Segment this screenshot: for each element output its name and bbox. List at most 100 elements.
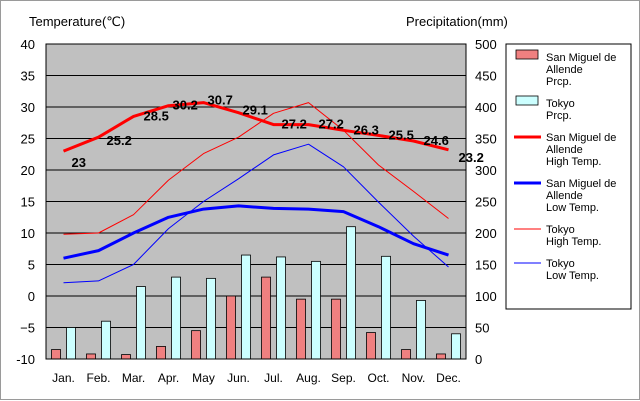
bar-san-miguel-prcp: [51, 349, 61, 360]
data-label: 30.2: [173, 98, 198, 113]
left-tick-label: −5: [20, 321, 35, 336]
legend-swatch: [515, 95, 539, 106]
data-label: 25.2: [107, 133, 132, 148]
plot-border: [45, 43, 467, 360]
x-tick-label: Mar.: [122, 371, 145, 385]
bar-san-miguel-prcp: [331, 298, 341, 360]
legend-label: San Miguel de: [546, 52, 616, 64]
right-tick-label: 400: [475, 100, 497, 115]
right-tick-label: 250: [475, 195, 497, 210]
bar-tokyo-prcp: [171, 276, 181, 360]
bar-san-miguel-prcp: [86, 353, 96, 360]
bar-tokyo-prcp: [241, 254, 251, 360]
x-tick-label: Oct.: [367, 371, 389, 385]
legend-label: Tokyo: [546, 224, 575, 236]
legend-label: Low Temp.: [546, 202, 599, 214]
legend-label: Low Temp.: [546, 270, 599, 282]
left-tick-label: 5: [28, 258, 35, 273]
left-tick-label: 40: [21, 37, 35, 52]
series-line-tokyo-low-temp: [63, 143, 449, 284]
bar-tokyo-prcp: [101, 320, 111, 360]
x-tick-label: Apr.: [158, 371, 179, 385]
legend-label: Prcp.: [546, 76, 572, 88]
right-tick-label: 50: [475, 321, 489, 336]
left-axis-title: Temperature(℃): [29, 14, 125, 29]
bar-tokyo-prcp: [136, 286, 146, 360]
legend-label: San Miguel de: [546, 132, 616, 144]
legend-swatch: [515, 49, 539, 60]
bar-tokyo-prcp: [346, 226, 356, 360]
left-axis-ticks: -10 −5 0 5 10 15 20 25 30 35 40: [16, 37, 35, 367]
legend-label: Tokyo: [546, 98, 575, 110]
bar-san-miguel-prcp: [366, 332, 376, 360]
data-label: 23.2: [459, 150, 484, 165]
right-tick-label: 200: [475, 226, 497, 241]
left-tick-label: 10: [21, 226, 35, 241]
x-tick-label: Aug.: [296, 371, 321, 385]
legend-label: San Miguel de: [546, 178, 616, 190]
bar-tokyo-prcp: [66, 327, 76, 360]
x-tick-label: Jun.: [227, 371, 250, 385]
bar-san-miguel-prcp: [226, 295, 236, 360]
bar-tokyo-prcp: [416, 300, 426, 360]
bar-san-miguel-prcp: [156, 345, 166, 360]
right-tick-label: 300: [475, 163, 497, 178]
series-line-tokyo-high-temp: [63, 102, 449, 235]
right-tick-label: 450: [475, 69, 497, 84]
data-label: 28.5: [144, 108, 169, 123]
series-line-san-miguel-de-allende-low-temp: [63, 204, 449, 260]
bar-san-miguel-prcp: [261, 276, 271, 360]
right-tick-label: 150: [475, 258, 497, 273]
temperature-lines: [62, 101, 449, 284]
legend-label: High Temp.: [546, 156, 601, 168]
left-tick-label: 25: [21, 132, 35, 147]
series-line-san-miguel-de-allende-high-temp: [62, 101, 449, 153]
data-label: 27.2: [319, 117, 344, 132]
right-tick-label: 350: [475, 132, 497, 147]
legend-label: Tokyo: [546, 258, 575, 270]
right-axis-ticks: 0 50 100 150 200 250 300 350 400 450 500: [475, 37, 497, 367]
data-label: 25.5: [389, 127, 414, 142]
legend-box: [505, 43, 632, 310]
bar-tokyo-prcp: [381, 255, 391, 360]
x-tick-label: Nov.: [402, 371, 426, 385]
data-label: 27.2: [282, 117, 307, 132]
x-tick-label: Sep.: [331, 371, 356, 385]
x-axis-ticks: Jan. Feb. Mar. Apr. May Jun. Jul. Aug. Sep. Oct. N…: [52, 371, 461, 385]
left-tick-label: 30: [21, 100, 35, 115]
left-tick-label: 15: [21, 195, 35, 210]
right-tick-label: 100: [475, 289, 497, 304]
data-label: 30.7: [208, 93, 233, 108]
left-tick-label: -10: [16, 352, 35, 367]
right-tick-label: 0: [475, 352, 482, 367]
x-tick-label: May: [192, 371, 215, 385]
bar-tokyo-prcp: [276, 256, 286, 360]
high-temp-data-labels: 23 25.2 28.5 30.2 30.7 29.1 27.2 27.2 26.3 25.5 24…: [72, 93, 484, 171]
axes: [45, 43, 467, 360]
legend-label: Allende: [546, 144, 583, 156]
left-tick-label: 35: [21, 69, 35, 84]
bar-tokyo-prcp: [311, 260, 321, 360]
right-tick-label: 500: [475, 37, 497, 52]
bar-san-miguel-prcp: [191, 330, 201, 360]
x-tick-label: Jul.: [264, 371, 283, 385]
bar-san-miguel-prcp: [296, 298, 306, 360]
bar-san-miguel-prcp: [436, 353, 446, 360]
data-label: 29.1: [243, 103, 268, 118]
right-axis-title: Precipitation(mm): [406, 14, 508, 29]
left-tick-label: 20: [21, 163, 35, 178]
legend-label: High Temp.: [546, 236, 601, 248]
data-label: 26.3: [354, 122, 379, 137]
precipitation-bars: [51, 226, 461, 360]
x-tick-label: Jan.: [52, 371, 75, 385]
bar-san-miguel-prcp: [121, 354, 131, 360]
bar-tokyo-prcp: [451, 333, 461, 360]
data-label: 24.6: [424, 133, 449, 148]
bar-tokyo-prcp: [206, 277, 216, 360]
x-tick-label: Dec.: [436, 371, 461, 385]
legend-label: Allende: [546, 190, 583, 202]
left-tick-label: 0: [28, 289, 35, 304]
